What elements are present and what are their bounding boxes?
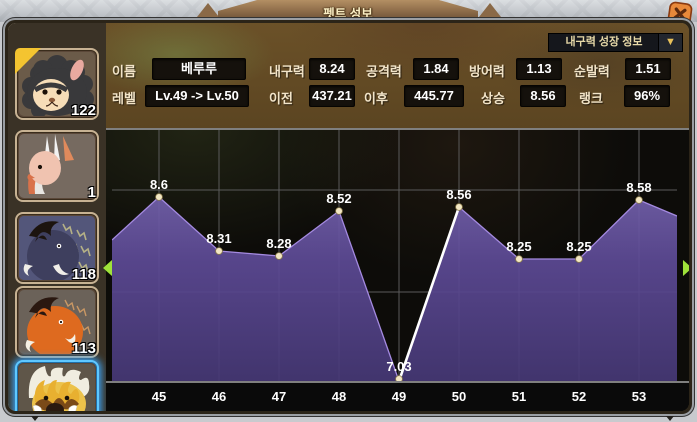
svg-text:8.6: 8.6 xyxy=(150,177,168,192)
svg-text:8.28: 8.28 xyxy=(266,236,291,251)
svg-text:7.03: 7.03 xyxy=(386,359,411,374)
svg-text:8.52: 8.52 xyxy=(326,191,351,206)
svg-text:8.31: 8.31 xyxy=(206,231,231,246)
svg-text:8.25: 8.25 xyxy=(566,239,591,254)
svg-text:8.58: 8.58 xyxy=(626,180,651,195)
svg-text:8.25: 8.25 xyxy=(506,239,531,254)
svg-text:8.56: 8.56 xyxy=(446,187,471,202)
